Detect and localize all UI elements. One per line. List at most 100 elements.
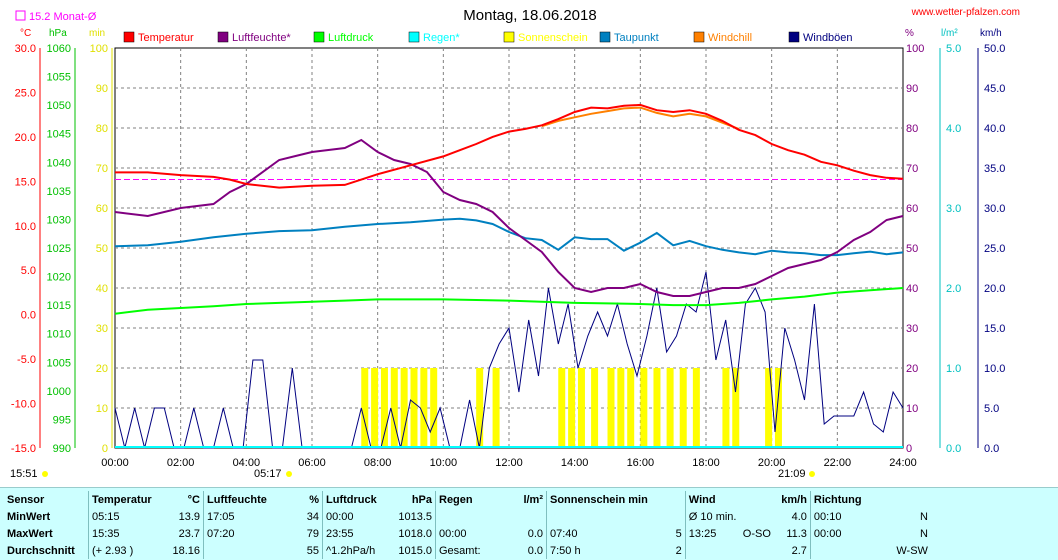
monthly-avg-label: 15.2 Monat-Ø — [29, 11, 97, 23]
row-label: MinWert — [7, 510, 51, 523]
legend-swatch — [217, 31, 229, 43]
sunshine-bar — [774, 368, 782, 448]
legend-label: Luftfeuchte* — [232, 32, 291, 44]
rain-value: 0.0 — [527, 527, 543, 540]
legend-label: Temperatur — [138, 32, 194, 44]
press-axis-tick: 1015 — [47, 300, 71, 312]
wind-time: 13:25 — [684, 525, 740, 542]
wind-dir — [740, 508, 774, 525]
humidity-axis-tick: 40 — [906, 283, 918, 295]
sun-axis-tick: 50 — [96, 243, 108, 255]
sunshine-bar — [765, 368, 773, 448]
hdr-press-unit: hPa — [411, 493, 432, 506]
sun-value — [651, 508, 686, 525]
series-line-windben — [114, 271, 904, 449]
wind-axis-tick: 5.0 — [984, 403, 999, 415]
x-axis-tick: 08:00 — [364, 457, 392, 469]
temp-value: 18.16 — [172, 544, 200, 557]
temp-axis-tick: -15.0 — [11, 443, 36, 455]
x-axis-tick: 20:00 — [758, 457, 786, 469]
hum-value: 34 — [306, 510, 319, 523]
press-axis-tick: 995 — [53, 414, 71, 426]
chart-title: Montag, 18.06.2018 — [463, 7, 596, 24]
series-line-taupunkt — [114, 217, 904, 257]
rain-value: 0.0 — [527, 544, 543, 557]
stats-header-row: Sensor Temperatur °C Luftfeuchte % Luftd… — [4, 491, 931, 508]
sunshine-bar — [558, 368, 566, 448]
wind-axis-tick: 35.0 — [984, 163, 1005, 175]
press-axis-tick: 1005 — [47, 357, 71, 369]
sunshine-bar — [722, 368, 730, 448]
legend-swatch — [313, 31, 325, 43]
wind-value: 2.7 — [791, 544, 807, 557]
press-axis-tick: 1060 — [47, 43, 71, 55]
left-time-label: 15:51 — [10, 468, 38, 480]
sunshine-bar — [692, 368, 700, 448]
dir-value: N — [919, 510, 928, 523]
temp-axis-tick: 15.0 — [15, 176, 36, 188]
sunrise-icon — [286, 471, 292, 477]
press-axis-tick: 1020 — [47, 272, 71, 284]
sunshine-bar — [380, 368, 388, 448]
sunshine-bars — [361, 368, 782, 448]
wind-axis-tick: 15.0 — [984, 323, 1005, 335]
sun-axis-tick: 90 — [96, 83, 108, 95]
sun-axis-tick: 60 — [96, 203, 108, 215]
sun-axis-tick: 40 — [96, 283, 108, 295]
press-axis-tick: 1010 — [47, 329, 71, 341]
wind-axis-tick: 10.0 — [984, 363, 1005, 375]
wind-axis-tick: 0.0 — [984, 443, 999, 455]
sunshine-bar — [653, 368, 661, 448]
sun-value: 2 — [675, 544, 682, 557]
sunshine-bar — [361, 368, 369, 448]
temp-axis-tick: 5.0 — [21, 265, 36, 277]
hum-time: 07:20 — [203, 525, 284, 542]
sun-time: 7:50 h — [545, 542, 651, 559]
temp-axis-tick: 30.0 — [15, 43, 36, 55]
axis-labels: 30.0 25.0 20.0 15.0 10.0 5.0 0.0 -5.0 -10.0 -15.0… — [11, 43, 1006, 469]
stats-row-min: MinWert 05:15 13.9 17:05 34 00:00 1013.5… — [4, 508, 931, 525]
sunrise-time: 05:17 — [254, 468, 282, 480]
website-label[interactable]: www.wetter-pfalzen.com — [911, 7, 1020, 18]
row-label: Durchschnitt — [7, 544, 75, 557]
hdr-hum-unit: % — [309, 493, 319, 506]
wind-value: 11.3 — [786, 527, 807, 540]
sunshine-bar — [640, 368, 648, 448]
hdr-temp: Temperatur — [88, 491, 159, 508]
humidity-axis-tick: 90 — [906, 83, 918, 95]
weather-chart: 30.0 25.0 20.0 15.0 10.0 5.0 0.0 -5.0 -10.0 -15.0… — [10, 7, 1020, 480]
sunshine-bar — [492, 368, 500, 448]
rain-time — [435, 508, 502, 525]
press-value: 1018.0 — [398, 527, 432, 540]
x-axis-tick: 24:00 — [889, 457, 917, 469]
legend-swatch — [503, 31, 515, 43]
sun-value: 5 — [675, 527, 682, 540]
humidity-axis-tick: 30 — [906, 323, 918, 335]
sunshine-bar — [430, 368, 438, 448]
wind-axis-tick: 20.0 — [984, 283, 1005, 295]
press-axis-tick: 1000 — [47, 386, 71, 398]
wind-time — [684, 542, 740, 559]
press-axis-tick: 1025 — [47, 243, 71, 255]
hum-time — [203, 542, 284, 559]
x-axis-tick: 02:00 — [167, 457, 195, 469]
hdr-rain: Regen — [435, 491, 502, 508]
sun-icon — [42, 471, 48, 477]
sunshine-bar — [666, 368, 674, 448]
hdr-dir: Richtung — [809, 491, 877, 508]
legend-label: Windchill — [708, 32, 752, 44]
hdr-sensor: Sensor — [7, 493, 45, 506]
x-axis-tick: 16:00 — [627, 457, 655, 469]
sunshine-bar — [627, 368, 635, 448]
legend-label: Luftdruck — [328, 32, 374, 44]
sunshine-bar — [617, 368, 625, 448]
sunset-time: 21:09 — [778, 468, 806, 480]
hdr-sun: Sonnenschein min — [545, 491, 651, 508]
plot-grid — [114, 47, 904, 449]
hum-value: 79 — [306, 527, 319, 540]
row-label: MaxWert — [7, 527, 53, 540]
humidity-axis-tick: 100 — [906, 43, 924, 55]
hum-value: 55 — [306, 544, 319, 557]
hdr-wind: Wind — [684, 491, 740, 508]
press-axis-tick: 1055 — [47, 72, 71, 84]
